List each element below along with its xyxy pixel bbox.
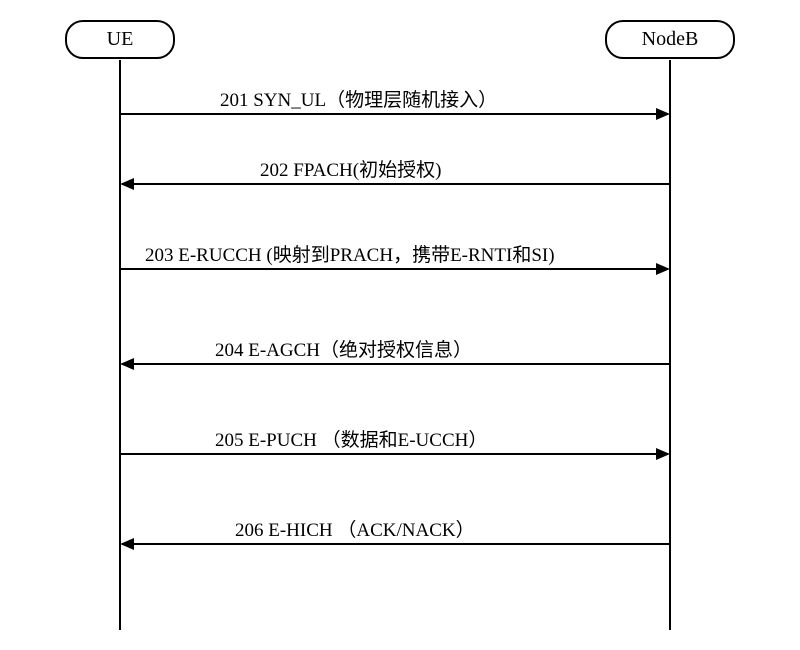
message-label: 201 SYN_UL（物理层随机接入） xyxy=(220,85,497,112)
message-label: 202 FPACH(初始授权) xyxy=(260,155,441,182)
message-row: 205 E-PUCH （数据和E-UCCH） xyxy=(20,425,780,485)
actor-ue: UE xyxy=(65,20,175,59)
arrow-line xyxy=(134,363,669,365)
arrow-line xyxy=(134,183,669,185)
message-label: 206 E-HICH （ACK/NACK） xyxy=(235,515,475,542)
message-row: 202 FPACH(初始授权) xyxy=(20,155,780,215)
actor-ue-label: UE xyxy=(107,28,134,50)
arrow-right-icon xyxy=(656,108,670,120)
sequence-diagram: UE NodeB 201 SYN_UL（物理层随机接入） 202 FPACH(初始… xyxy=(20,20,780,630)
message-label: 205 E-PUCH （数据和E-UCCH） xyxy=(215,425,487,452)
arrow-left-icon xyxy=(120,178,134,190)
arrow-line xyxy=(134,543,669,545)
arrow-left-icon xyxy=(120,358,134,370)
message-row: 204 E-AGCH（绝对授权信息） xyxy=(20,335,780,395)
arrow-line xyxy=(121,113,656,115)
actor-nodeb-label: NodeB xyxy=(642,28,699,50)
message-row: 201 SYN_UL（物理层随机接入） xyxy=(20,85,780,145)
arrow-right-icon xyxy=(656,448,670,460)
actor-nodeb: NodeB xyxy=(605,20,735,59)
message-row: 206 E-HICH （ACK/NACK） xyxy=(20,515,780,575)
message-label: 204 E-AGCH（绝对授权信息） xyxy=(215,335,472,362)
arrow-line xyxy=(121,268,656,270)
message-label: 203 E-RUCCH (映射到PRACH，携带E-RNTI和SI) xyxy=(145,240,555,267)
message-row: 203 E-RUCCH (映射到PRACH，携带E-RNTI和SI) xyxy=(20,240,780,300)
arrow-line xyxy=(121,453,656,455)
arrow-left-icon xyxy=(120,538,134,550)
arrow-right-icon xyxy=(656,263,670,275)
